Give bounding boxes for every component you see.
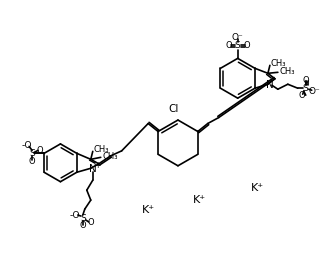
Text: S: S [235, 41, 240, 50]
Text: O⁻: O⁻ [309, 87, 321, 96]
Text: CH₃: CH₃ [94, 145, 109, 154]
Text: Cl: Cl [169, 104, 179, 114]
Text: O: O [298, 91, 305, 100]
Text: O⁻: O⁻ [232, 33, 243, 42]
Text: S: S [29, 149, 35, 158]
Text: O: O [37, 146, 43, 155]
Text: K⁺: K⁺ [142, 205, 155, 215]
Text: N: N [266, 80, 274, 90]
Text: +: + [95, 161, 101, 170]
Text: O: O [80, 221, 86, 230]
Text: -O: -O [70, 210, 80, 220]
Text: K⁺: K⁺ [193, 195, 206, 205]
Text: CH₃: CH₃ [103, 152, 118, 161]
Text: CH₃: CH₃ [280, 67, 295, 76]
Text: S: S [80, 214, 86, 222]
Text: O: O [29, 157, 35, 166]
Text: O: O [225, 41, 232, 50]
Text: O: O [88, 218, 94, 228]
Text: O: O [243, 41, 250, 50]
Text: S: S [303, 84, 309, 93]
Text: N: N [89, 164, 97, 174]
Text: -O: -O [22, 141, 32, 150]
Text: O: O [302, 76, 309, 85]
Text: CH₃: CH₃ [271, 59, 286, 68]
Text: K⁺: K⁺ [251, 183, 264, 193]
